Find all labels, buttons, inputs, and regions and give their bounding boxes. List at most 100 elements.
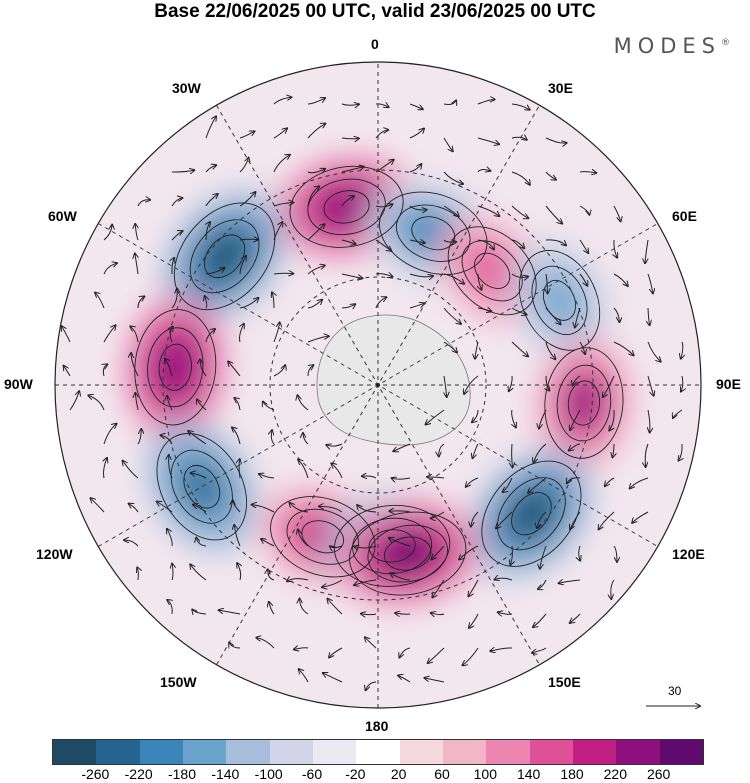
wind-arrow bbox=[540, 545, 547, 569]
wind-arrow bbox=[233, 500, 241, 513]
wind-arrow bbox=[613, 341, 634, 355]
wind-arrow bbox=[570, 613, 581, 623]
wind-arrow bbox=[172, 564, 173, 581]
wind-arrow bbox=[375, 130, 388, 139]
wind-arrow bbox=[681, 375, 683, 392]
colorbar-ticks: -260 -220 -180 -140 -100 -60 -20 20 60 100 140 180 2… bbox=[52, 766, 702, 782]
wind-arrow bbox=[322, 579, 343, 587]
wind-arrow bbox=[103, 364, 107, 377]
contour bbox=[147, 327, 204, 408]
wind-arrow bbox=[160, 435, 173, 445]
wind-arrow bbox=[389, 511, 411, 512]
wind-arrow bbox=[424, 678, 445, 683]
wind-arrow bbox=[613, 205, 621, 221]
wind-arrow bbox=[613, 273, 628, 286]
contour bbox=[173, 202, 276, 311]
map-title: Base 22/06/2025 00 UTC, valid 23/06/2025… bbox=[154, 1, 596, 22]
wind-arrow bbox=[190, 564, 207, 581]
wind-arrow bbox=[206, 222, 210, 241]
wind-arrow bbox=[545, 137, 567, 143]
wind-arrow bbox=[599, 511, 615, 529]
lon-label-60e: 60E bbox=[672, 208, 697, 224]
wind-arrow bbox=[567, 477, 581, 483]
colorbar-swatch bbox=[356, 740, 400, 764]
wind-arrow bbox=[509, 375, 512, 391]
contour bbox=[556, 364, 612, 442]
wind-arrow bbox=[494, 578, 513, 580]
wind-arrow bbox=[131, 353, 139, 377]
wind-arrow bbox=[471, 511, 479, 527]
wind-arrow bbox=[273, 222, 283, 241]
wind-arrow bbox=[366, 681, 377, 690]
wind-arrow bbox=[431, 511, 445, 518]
wind-arrow bbox=[171, 231, 183, 241]
wind-arrow bbox=[289, 503, 309, 513]
wind-arrow bbox=[219, 610, 241, 615]
wind-arrow bbox=[234, 398, 241, 411]
wind-arrow bbox=[268, 569, 275, 581]
colorbar-tick-label: 180 bbox=[560, 766, 584, 782]
wind-arrow bbox=[205, 268, 224, 275]
lon-label-90w: 90W bbox=[4, 376, 33, 392]
contour bbox=[544, 347, 624, 459]
wind-arrow bbox=[579, 341, 585, 354]
wind-arrow bbox=[205, 194, 218, 207]
colorbar-swatch bbox=[312, 740, 357, 764]
wind-arrow bbox=[273, 128, 287, 139]
contour bbox=[134, 309, 217, 426]
wind-arrow bbox=[426, 409, 445, 424]
wind-arrow bbox=[171, 170, 194, 172]
wind-arrow bbox=[88, 395, 105, 411]
wind-arrow bbox=[409, 205, 427, 210]
wind-arrow bbox=[443, 240, 456, 242]
contour bbox=[270, 496, 376, 578]
wind-arrow bbox=[331, 463, 343, 479]
wind-arrow bbox=[375, 239, 391, 251]
wind-arrow bbox=[273, 97, 291, 105]
wind-arrow bbox=[572, 375, 581, 385]
wind-arrow bbox=[579, 172, 596, 173]
contour bbox=[461, 240, 523, 302]
contour bbox=[567, 380, 601, 426]
wind-arrow bbox=[103, 263, 117, 275]
wind-arrow bbox=[537, 511, 547, 528]
wind-arrow bbox=[130, 326, 139, 343]
wind-arrow bbox=[432, 579, 445, 597]
wind-arrow bbox=[673, 409, 683, 418]
contour bbox=[497, 477, 566, 551]
wind-arrow bbox=[103, 424, 116, 445]
wind-arrow bbox=[341, 167, 364, 173]
wind-arrow bbox=[613, 307, 619, 322]
wind-arrow bbox=[478, 273, 481, 290]
wind-arrow bbox=[90, 498, 105, 513]
wind-arrow bbox=[330, 546, 343, 548]
wind-arrow bbox=[477, 205, 499, 216]
wind-arrow bbox=[612, 443, 614, 457]
wind-arrow bbox=[239, 131, 254, 139]
contour bbox=[158, 343, 192, 391]
lon-label-150w: 150W bbox=[160, 674, 197, 690]
wind-arrow bbox=[512, 443, 513, 467]
anomaly-core bbox=[565, 376, 603, 430]
wind-arrow bbox=[137, 429, 141, 445]
wind-arrow bbox=[393, 443, 411, 451]
colorbar-swatch bbox=[182, 740, 227, 764]
wind-arrow bbox=[239, 298, 258, 309]
wind-arrow bbox=[375, 204, 392, 207]
wind-arrow bbox=[375, 274, 392, 277]
wind-arrow bbox=[354, 546, 377, 548]
wind-arrow bbox=[545, 171, 556, 180]
wind-arrow bbox=[443, 341, 457, 352]
wind-arrow bbox=[498, 612, 513, 614]
wind-arrow bbox=[362, 476, 377, 478]
wind-arrow bbox=[297, 395, 309, 411]
lon-label-30e: 30E bbox=[548, 80, 573, 96]
wind-arrow bbox=[135, 393, 138, 411]
colorbar-tick-label: 100 bbox=[473, 766, 498, 782]
wind-arrow bbox=[443, 137, 453, 151]
wind-arrow bbox=[323, 673, 343, 683]
wind-arrow bbox=[103, 225, 112, 241]
wind-arrow bbox=[273, 365, 285, 377]
wind-arrow bbox=[269, 602, 275, 615]
wind-arrow bbox=[538, 579, 547, 589]
